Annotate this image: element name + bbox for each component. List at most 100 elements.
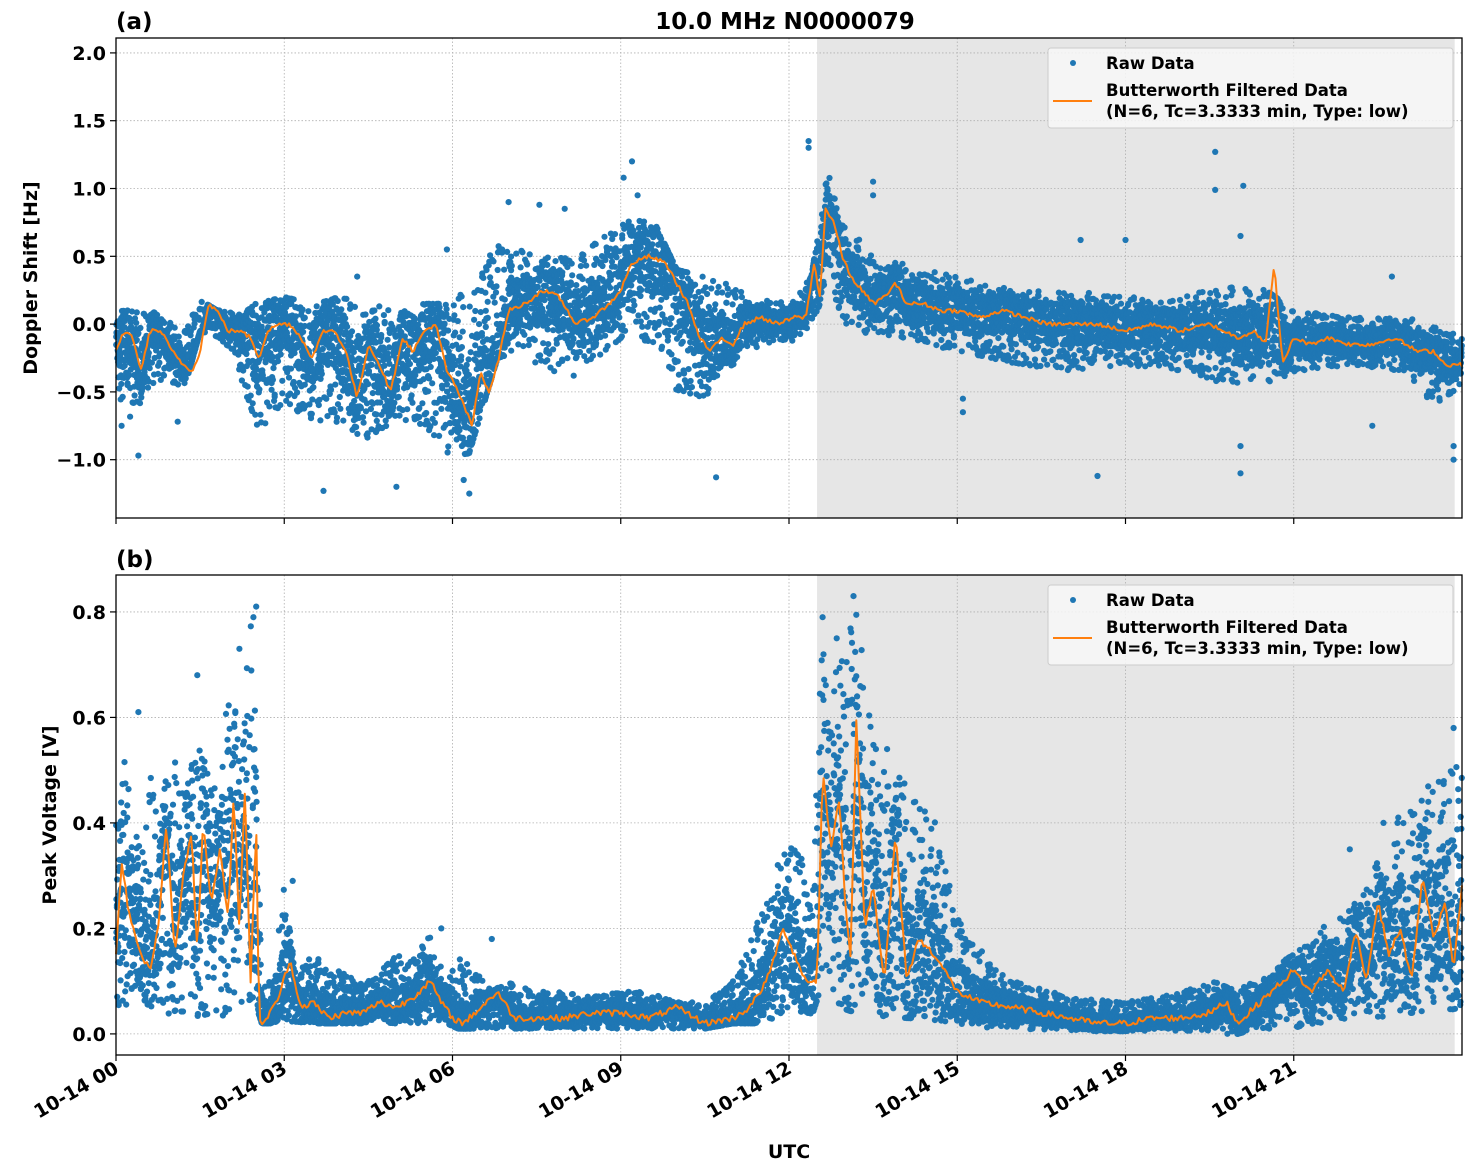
raw-point bbox=[767, 299, 774, 307]
raw-point bbox=[310, 384, 317, 391]
raw-point bbox=[839, 293, 846, 300]
raw-point bbox=[544, 357, 551, 364]
raw-point bbox=[827, 262, 834, 269]
raw-point bbox=[279, 377, 286, 384]
raw-point bbox=[519, 249, 526, 256]
raw-point bbox=[753, 344, 760, 351]
raw-point bbox=[492, 289, 500, 296]
raw-point bbox=[501, 266, 508, 273]
raw-point bbox=[723, 299, 730, 306]
raw-point bbox=[711, 306, 718, 313]
raw-point bbox=[843, 313, 850, 320]
raw-point bbox=[444, 449, 451, 456]
raw-point bbox=[145, 349, 152, 356]
raw-point bbox=[616, 314, 623, 321]
raw-point bbox=[411, 315, 418, 322]
raw-point bbox=[732, 287, 739, 294]
raw-point bbox=[577, 263, 585, 270]
raw-point bbox=[656, 304, 663, 311]
raw-point bbox=[351, 397, 358, 405]
raw-point bbox=[841, 224, 848, 231]
raw-point bbox=[221, 308, 228, 315]
raw-point bbox=[176, 342, 183, 349]
raw-point bbox=[419, 400, 426, 407]
raw-point bbox=[240, 367, 247, 374]
raw-point bbox=[156, 359, 163, 366]
raw-point bbox=[270, 365, 277, 372]
raw-point bbox=[299, 306, 306, 313]
raw-point bbox=[431, 419, 438, 426]
raw-point bbox=[337, 405, 344, 412]
raw-point bbox=[712, 301, 719, 308]
raw-point bbox=[544, 254, 551, 261]
raw-point bbox=[599, 262, 606, 270]
raw-point bbox=[744, 343, 751, 350]
raw-point bbox=[835, 303, 843, 310]
raw-point bbox=[287, 365, 295, 372]
raw-point bbox=[686, 292, 693, 299]
raw-point bbox=[343, 295, 350, 302]
raw-point bbox=[899, 260, 906, 267]
raw-point bbox=[816, 301, 823, 308]
raw-point bbox=[602, 257, 609, 264]
raw-point bbox=[244, 383, 251, 390]
raw-point bbox=[252, 364, 259, 371]
raw-point bbox=[889, 327, 896, 334]
raw-point bbox=[338, 306, 345, 313]
raw-point bbox=[260, 328, 267, 335]
raw-point bbox=[669, 258, 676, 265]
raw-point bbox=[639, 323, 646, 330]
raw-point bbox=[315, 402, 322, 409]
raw-point bbox=[460, 304, 467, 311]
raw-point bbox=[630, 307, 637, 314]
raw-point bbox=[854, 253, 861, 260]
raw-point bbox=[454, 318, 461, 325]
raw-point bbox=[136, 400, 144, 407]
raw-point bbox=[238, 377, 245, 384]
raw-point bbox=[490, 258, 497, 265]
raw-point bbox=[290, 378, 297, 386]
raw-point bbox=[699, 273, 706, 280]
raw-point bbox=[332, 381, 339, 388]
raw-point bbox=[692, 281, 699, 288]
raw-point bbox=[402, 417, 409, 424]
raw-point bbox=[416, 413, 423, 421]
raw-point bbox=[834, 213, 841, 221]
panel-label: (a) bbox=[116, 9, 153, 35]
raw-point bbox=[271, 391, 278, 398]
raw-point bbox=[300, 328, 307, 335]
raw-point bbox=[348, 328, 356, 335]
raw-point bbox=[138, 394, 145, 401]
chart-title: 10.0 MHz N0000079 bbox=[655, 9, 915, 35]
raw-point bbox=[354, 430, 361, 437]
raw-point bbox=[684, 269, 691, 276]
raw-point bbox=[272, 296, 279, 303]
raw-point bbox=[347, 339, 354, 346]
raw-point bbox=[687, 377, 694, 385]
raw-point bbox=[487, 274, 494, 281]
raw-point bbox=[494, 266, 501, 274]
raw-point bbox=[384, 336, 391, 343]
raw-point bbox=[133, 319, 140, 326]
raw-point bbox=[445, 327, 452, 334]
raw-point bbox=[826, 174, 833, 182]
raw-point bbox=[719, 289, 726, 296]
raw-point bbox=[336, 393, 343, 401]
raw-point bbox=[327, 386, 335, 393]
raw-point bbox=[429, 380, 436, 387]
raw-point bbox=[463, 361, 470, 369]
raw-point bbox=[525, 342, 532, 349]
raw-point bbox=[408, 392, 415, 399]
raw-point bbox=[550, 346, 557, 353]
raw-point bbox=[544, 326, 551, 333]
raw-point bbox=[119, 393, 126, 400]
raw-point bbox=[436, 304, 443, 311]
raw-point bbox=[526, 251, 533, 258]
raw-point bbox=[245, 344, 252, 352]
raw-point bbox=[715, 283, 722, 290]
raw-point bbox=[607, 284, 614, 291]
raw-point bbox=[508, 347, 515, 354]
raw-point bbox=[619, 232, 626, 239]
raw-point bbox=[484, 298, 491, 305]
raw-point bbox=[550, 327, 557, 334]
